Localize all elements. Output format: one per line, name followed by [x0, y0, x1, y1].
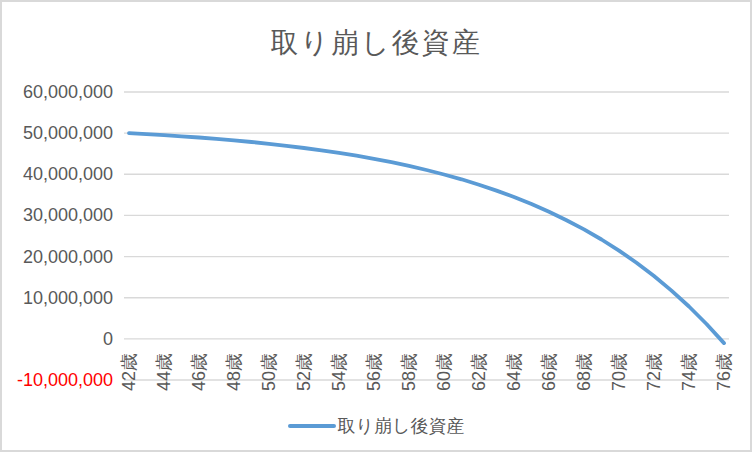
- x-axis-label: 64歳: [505, 353, 523, 391]
- x-axis-label: 46歳: [190, 353, 208, 391]
- x-axis-label: 54歳: [330, 353, 348, 391]
- legend-label: 取り崩し後資産: [338, 414, 465, 438]
- x-axis-label: 74歳: [680, 353, 698, 391]
- legend-line-swatch: [288, 424, 336, 428]
- x-axis-label: 70歳: [610, 353, 628, 391]
- x-axis-label: 62歳: [470, 353, 488, 391]
- y-axis-label: 30,000,000: [3, 206, 113, 224]
- x-axis-label: 60歳: [435, 353, 453, 391]
- x-axis-label: 56歳: [365, 353, 383, 391]
- y-axis-label: 50,000,000: [3, 124, 113, 142]
- legend[interactable]: 取り崩し後資産: [2, 414, 750, 438]
- x-axis-label: 66歳: [540, 353, 558, 391]
- x-axis-label: 50歳: [260, 353, 278, 391]
- x-axis-label: 58歳: [400, 353, 418, 391]
- x-axis-label: 72歳: [645, 353, 663, 391]
- x-axis-label: 44歳: [155, 353, 173, 391]
- y-axis-label: -10,000,000: [3, 371, 113, 389]
- series-line[interactable]: [129, 133, 724, 343]
- y-axis-label: 60,000,000: [3, 83, 113, 101]
- chart-container: 取り崩し後資産 60,000,000 50,000,000 40,000,000 30…: [0, 0, 752, 452]
- y-axis-label: 10,000,000: [3, 289, 113, 307]
- x-axis-label: 42歳: [120, 353, 138, 391]
- x-axis-label: 68歳: [575, 353, 593, 391]
- x-axis-label: 76歳: [715, 353, 733, 391]
- y-axis-label: 0: [3, 330, 113, 348]
- y-axis-label: 20,000,000: [3, 248, 113, 266]
- x-axis-label: 48歳: [225, 353, 243, 391]
- x-axis-label: 52歳: [295, 353, 313, 391]
- y-axis-label: 40,000,000: [3, 165, 113, 183]
